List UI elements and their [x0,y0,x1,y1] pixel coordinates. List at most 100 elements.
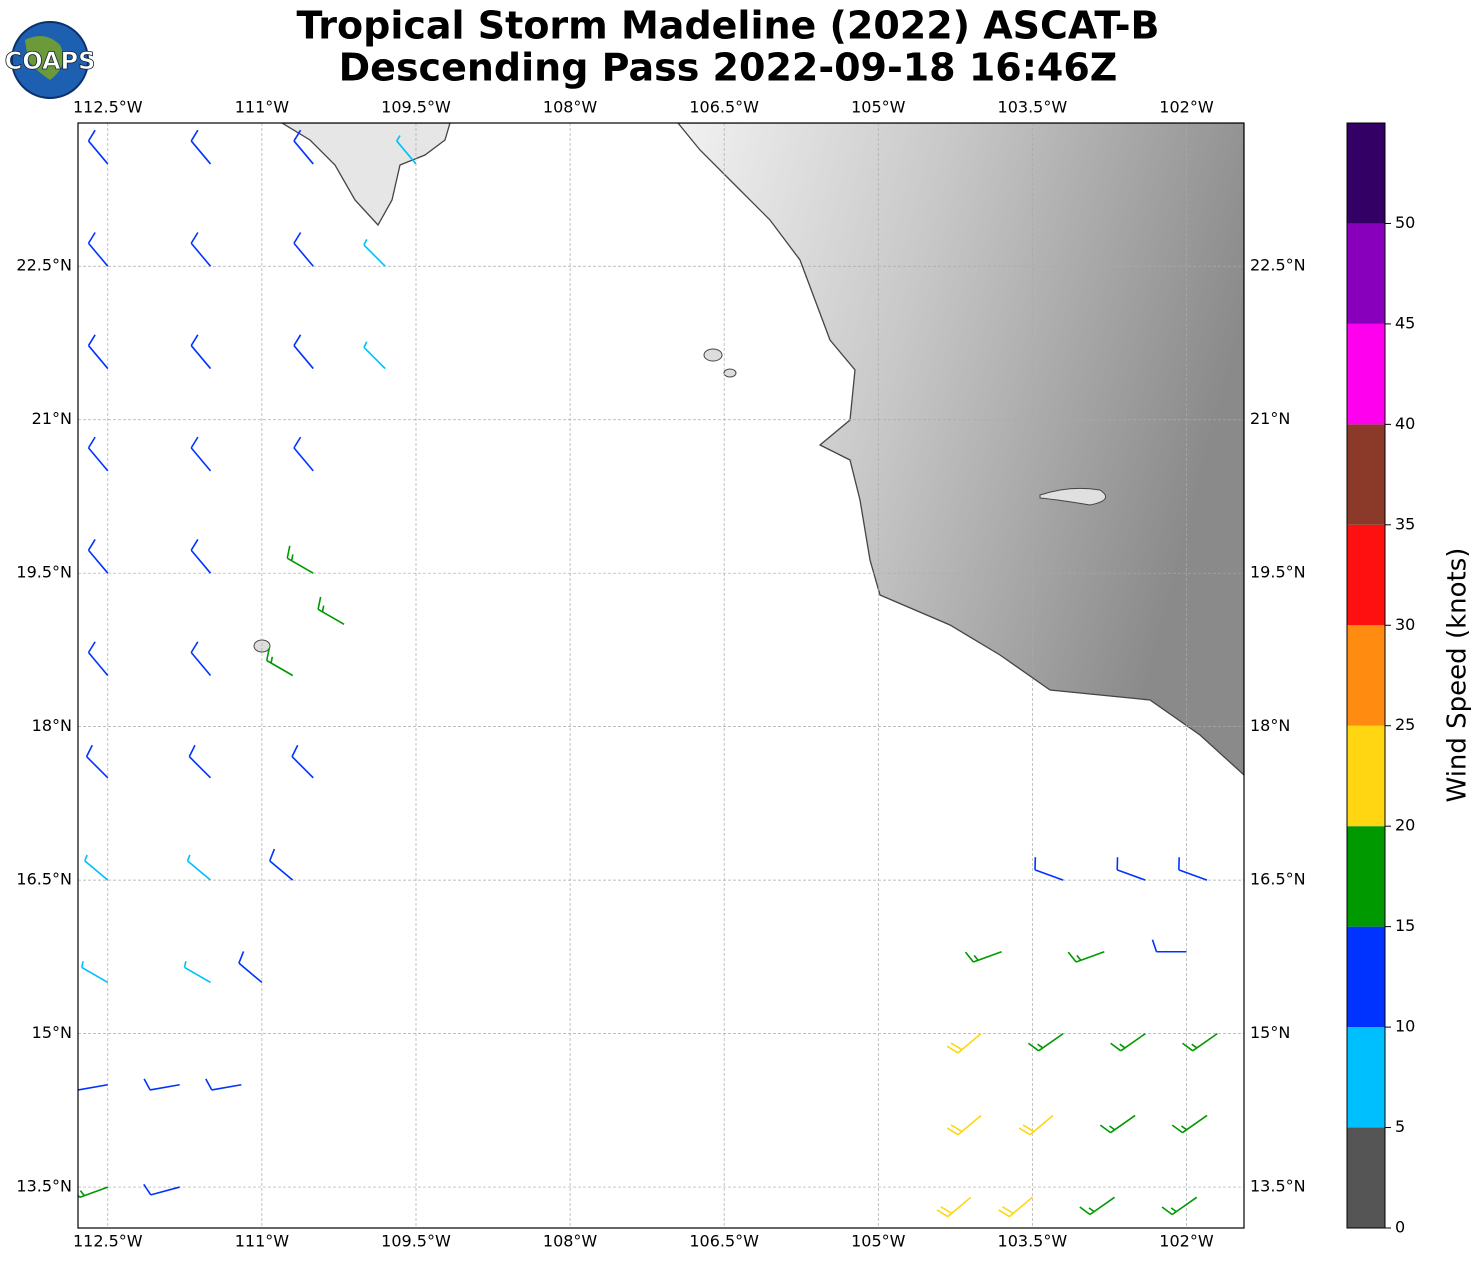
lat-tick-label: 19.5°N [16,563,72,582]
colorbar-tick-label: 5 [1395,1117,1405,1136]
wind-barb [87,129,109,165]
lat-tick-label: 15°N [1250,1023,1290,1042]
wind-barb [188,744,212,779]
wind-barb [291,744,314,779]
colorbar-tick-label: 35 [1395,514,1415,533]
lon-tick-label: 102°W [1159,1232,1214,1251]
lon-tick-label: 103.5°W [998,1232,1068,1251]
colorbar-tick-label: 40 [1395,414,1415,433]
colorbar-label: Wind Speed (knots) [1443,548,1473,803]
colorbar-bin [1347,1027,1385,1128]
wind-barb [1079,1196,1116,1216]
wind-barb [946,1032,982,1054]
island [723,368,737,378]
colorbar-bin [1347,424,1385,525]
logo-text: COAPS [5,47,96,75]
colorbar-tick-label: 30 [1395,615,1415,634]
lon-tick-label: 103.5°W [998,98,1068,117]
lat-tick-label: 22.5°N [1250,256,1306,275]
wind-barb [87,641,109,677]
lat-tick-label: 13.5°N [1250,1177,1306,1196]
wind-barb [190,334,212,370]
colorbar-bin [1347,524,1385,626]
lon-tick-label: 102°W [1159,98,1214,117]
lat-tick-label: 19.5°N [1250,563,1306,582]
colorbar-tick-label: 20 [1395,816,1415,835]
lon-tick-label: 106.5°W [689,98,759,117]
lat-tick-label: 18°N [1250,716,1290,735]
wind-barb [1034,857,1064,881]
wind-barb [190,641,212,677]
lat-tick-label: 21°N [1250,409,1290,428]
colorbar-bin [1347,625,1385,726]
lon-tick-label: 105°W [851,1232,906,1251]
wind-barb [1116,857,1146,881]
lon-tick-label: 106.5°W [689,1232,759,1251]
lon-tick-label: 109.5°W [381,98,451,117]
lake-chapala [1039,487,1107,506]
wind-barb [238,951,263,984]
wind-barb [143,1183,180,1196]
lon-tick-label: 109.5°W [381,1232,451,1251]
land-mexico [677,123,1244,776]
wind-barb [205,1078,242,1091]
colorbar-tick-label: 10 [1395,1017,1415,1036]
land-baja [280,123,451,227]
wind-barb [1110,1032,1146,1052]
logo: COAPS [4,21,96,99]
wind-barb [87,334,109,370]
lat-tick-label: 16.5°N [1250,870,1306,889]
map-frame [77,122,1245,1229]
grid [78,123,1244,1228]
colorbar-tick-label: 15 [1395,916,1415,935]
wind-barb [936,1196,972,1218]
wind-barb [1099,1114,1136,1134]
island [703,348,723,362]
lon-tick-label: 112.5°W [73,1232,143,1251]
colorbar: 0 5 10 15 20 25 30 35 40 45 50 [1346,122,1415,1237]
colorbar-tick-label: 45 [1395,313,1415,332]
wind-barb [998,1196,1033,1218]
wind-barb [85,744,109,779]
title: Tropical Storm Madeline (2022) ASCAT-B [297,4,1160,48]
wind-barb [964,950,1002,963]
wind-barb [1151,939,1187,953]
subtitle: Descending Pass 2022-09-18 16:46Z [339,46,1118,90]
wind-barb [78,1083,108,1091]
wind-barb [293,436,314,472]
colorbar-frame [1346,122,1386,1229]
wind-barb [190,232,212,267]
wind-barb [396,135,417,165]
lon-tick-label: 108°W [543,1232,598,1251]
colorbar-bin [1347,123,1385,224]
wind-barb [87,436,109,472]
lat-tick-label: 22.5°N [16,256,72,275]
wind-barb [1067,950,1105,963]
wind-barb [183,961,211,984]
lon-tick-label: 111°W [235,98,290,117]
wind-barb [1018,1114,1054,1136]
colorbar-tick-label: 0 [1395,1218,1405,1237]
lat-tick-label: 15°N [32,1023,72,1042]
colorbar-bin [1347,323,1385,425]
wind-barb [293,334,314,370]
colorbar-bin [1347,725,1385,827]
lon-tick-label: 112.5°W [73,98,143,117]
wind-barb [143,1078,180,1091]
wind-barb [190,539,212,574]
wind-barb [84,854,109,881]
wind-barb [293,129,314,165]
wind-barb [293,232,314,267]
wind-barb [87,232,109,267]
lon-tick-label: 111°W [235,1232,290,1251]
wind-barb [1182,1032,1218,1052]
lon-tick-label: 105°W [851,98,906,117]
colorbar-bin [1347,223,1385,324]
wind-barb [81,961,109,984]
wind-barb [190,436,212,472]
lon-tick-label: 108°W [543,98,598,117]
wind-barb [268,848,294,881]
wind-barb [87,539,109,574]
wind-barb [190,129,212,165]
